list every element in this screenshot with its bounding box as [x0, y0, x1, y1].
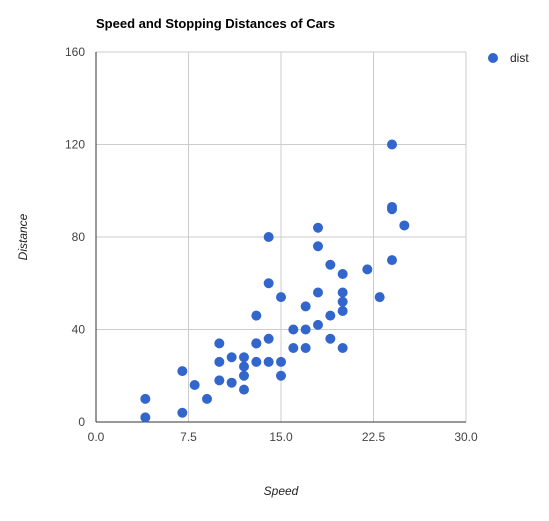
- data-point: [337, 269, 348, 279]
- gridlines: [96, 51, 467, 422]
- data-point: [300, 343, 311, 353]
- data-point: [337, 306, 348, 316]
- data-point: [239, 370, 249, 381]
- data-point: [202, 393, 212, 404]
- data-point: [263, 333, 274, 344]
- data-point: [374, 292, 385, 303]
- x-tick-labels: 0.0 7.5 15.0 22.5 30.0: [88, 430, 478, 444]
- data-point: [263, 278, 274, 289]
- y-tick-label: 120: [65, 138, 85, 152]
- y-tick-labels: 0 40 80 120 160: [65, 45, 85, 429]
- data-point: [214, 338, 225, 349]
- data-point: [214, 356, 225, 367]
- data-point: [239, 384, 249, 395]
- data-point: [300, 301, 311, 312]
- legend: dist: [488, 51, 529, 65]
- y-tick-label: 0: [78, 415, 85, 429]
- data-point: [337, 343, 348, 353]
- x-tick-label: 7.5: [180, 430, 197, 444]
- data-point: [387, 255, 397, 266]
- data-point: [226, 352, 237, 363]
- data-point: [337, 296, 348, 307]
- data-point: [251, 356, 262, 367]
- data-point: [325, 333, 336, 344]
- data-point: [313, 222, 323, 233]
- chart-title: Speed and Stopping Distances of Cars: [96, 16, 335, 31]
- data-point: [288, 343, 299, 353]
- y-axis-title: Distance: [16, 213, 30, 260]
- data-point: [387, 139, 397, 150]
- data-point: [189, 380, 200, 390]
- data-point: [263, 232, 274, 242]
- data-point: [140, 393, 151, 404]
- data-point: [239, 352, 249, 363]
- data-point: [313, 287, 323, 298]
- data-point: [300, 324, 311, 335]
- x-axis-title: Speed: [264, 484, 299, 498]
- data-point: [177, 407, 188, 418]
- data-point: [313, 319, 323, 330]
- data-points: [140, 139, 410, 423]
- data-point: [214, 375, 225, 386]
- data-point: [140, 412, 151, 423]
- x-tick-label: 0.0: [88, 430, 105, 444]
- y-tick-label: 40: [72, 323, 86, 337]
- data-point: [313, 241, 323, 252]
- data-point: [251, 310, 262, 321]
- data-point: [239, 361, 249, 372]
- y-tick-label: 160: [65, 45, 85, 59]
- x-tick-label: 15.0: [269, 430, 293, 444]
- data-point: [276, 370, 286, 381]
- data-point: [263, 356, 274, 367]
- y-tick-label: 80: [72, 230, 86, 244]
- x-tick-label: 30.0: [454, 430, 478, 444]
- data-point: [276, 292, 286, 303]
- legend-marker: [488, 53, 498, 63]
- data-point: [337, 287, 348, 298]
- data-point: [362, 264, 373, 275]
- data-point: [251, 338, 262, 349]
- data-point: [177, 366, 188, 377]
- data-point: [399, 220, 410, 231]
- data-point: [288, 324, 299, 335]
- x-tick-label: 22.5: [362, 430, 386, 444]
- data-point: [387, 201, 397, 212]
- data-point: [276, 356, 286, 367]
- data-point: [325, 310, 336, 321]
- data-point: [226, 377, 237, 388]
- legend-label: dist: [510, 51, 529, 65]
- axes: [95, 52, 466, 423]
- data-point: [325, 259, 336, 270]
